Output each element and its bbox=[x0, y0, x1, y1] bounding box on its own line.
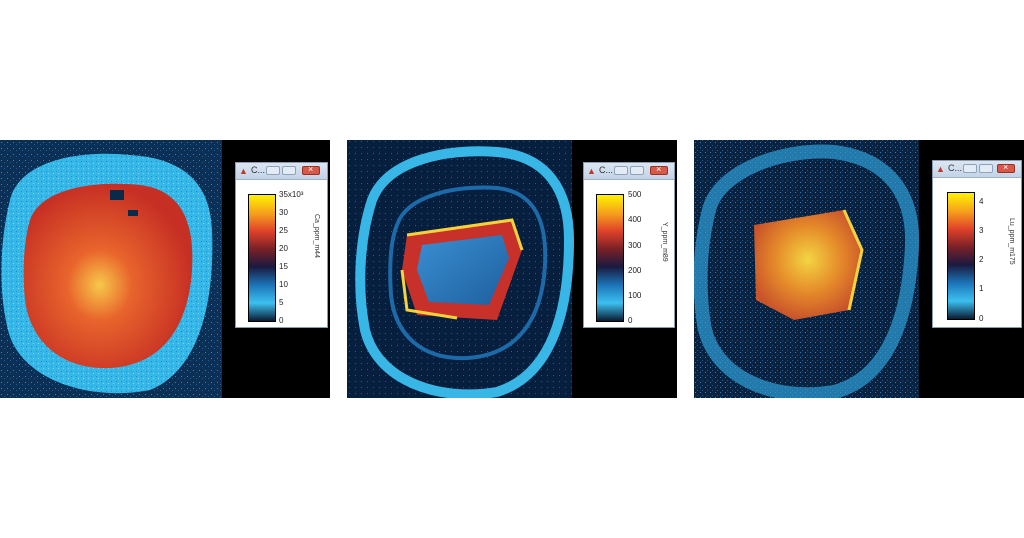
window-titlebar[interactable]: ▲ C... × bbox=[236, 163, 327, 180]
colorbar-plot: 35x10³ 30 25 20 15 10 5 0 Ca_ppm_m44 bbox=[236, 180, 327, 327]
tick-label: 30 bbox=[279, 208, 288, 217]
close-icon: × bbox=[1003, 162, 1009, 172]
maximize-button[interactable] bbox=[282, 166, 296, 175]
tick-label: 2 bbox=[979, 255, 984, 264]
window-titlebar[interactable]: ▲ C... × bbox=[584, 163, 674, 180]
y-element-map bbox=[347, 140, 677, 398]
colorbar-axis-label: Y_ppm_m89 bbox=[661, 222, 668, 262]
app-icon: ▲ bbox=[587, 166, 596, 176]
colorbar bbox=[596, 194, 624, 322]
tick-label: 200 bbox=[628, 266, 642, 275]
maximize-button[interactable] bbox=[979, 164, 993, 173]
colorbar bbox=[947, 192, 975, 320]
map-panel-y: ▲ C... × 500 400 300 200 100 0 Y_ppm_m89 bbox=[347, 140, 677, 398]
tick-label: 0 bbox=[979, 314, 984, 323]
app-icon: ▲ bbox=[239, 166, 248, 176]
minimize-button[interactable] bbox=[266, 166, 280, 175]
close-icon: × bbox=[308, 164, 314, 174]
tick-label: 300 bbox=[628, 241, 642, 250]
tick-label: 1 bbox=[979, 284, 984, 293]
close-icon: × bbox=[656, 164, 662, 174]
map-panel-ca: ▲ C... × 35x10³ 30 25 20 15 10 5 0 Ca_pp… bbox=[0, 140, 330, 398]
app-icon: ▲ bbox=[936, 164, 945, 174]
tick-label: 3 bbox=[979, 226, 984, 235]
tick-label: 100 bbox=[628, 291, 642, 300]
colorbar-window-y[interactable]: ▲ C... × 500 400 300 200 100 0 Y_ppm_m89 bbox=[583, 162, 675, 328]
close-button[interactable]: × bbox=[302, 164, 320, 175]
colorbar-plot: 4 3 2 1 0 Lu_ppm_m175 bbox=[933, 178, 1021, 327]
colorbar-axis-label: Ca_ppm_m44 bbox=[313, 214, 320, 258]
close-button[interactable]: × bbox=[650, 164, 668, 175]
tick-label: 10 bbox=[279, 280, 288, 289]
tick-label: 15 bbox=[279, 262, 288, 271]
tick-label: 35x10³ bbox=[279, 190, 304, 199]
minimize-button[interactable] bbox=[614, 166, 628, 175]
tick-label: 500 bbox=[628, 190, 642, 199]
colorbar-window-ca[interactable]: ▲ C... × 35x10³ 30 25 20 15 10 5 0 Ca_pp… bbox=[235, 162, 328, 328]
close-button[interactable]: × bbox=[997, 162, 1015, 173]
window-titlebar[interactable]: ▲ C... × bbox=[933, 161, 1021, 178]
tick-label: 0 bbox=[628, 316, 633, 325]
window-title: C... bbox=[948, 163, 963, 173]
colorbar bbox=[248, 194, 276, 322]
tick-label: 0 bbox=[279, 316, 284, 325]
map-panel-lu: ▲ C... × 4 3 2 1 0 Lu_ppm_m175 bbox=[694, 140, 1024, 398]
tick-label: 4 bbox=[979, 197, 984, 206]
window-title: C... bbox=[599, 165, 614, 175]
colorbar-window-lu[interactable]: ▲ C... × 4 3 2 1 0 Lu_ppm_m175 bbox=[932, 160, 1022, 328]
tick-label: 400 bbox=[628, 215, 642, 224]
minimize-button[interactable] bbox=[963, 164, 977, 173]
tick-label: 25 bbox=[279, 226, 288, 235]
colorbar-plot: 500 400 300 200 100 0 Y_ppm_m89 bbox=[584, 180, 674, 327]
colorbar-axis-label: Lu_ppm_m175 bbox=[1008, 218, 1015, 265]
window-title: C... bbox=[251, 165, 266, 175]
tick-label: 5 bbox=[279, 298, 284, 307]
maximize-button[interactable] bbox=[630, 166, 644, 175]
tick-label: 20 bbox=[279, 244, 288, 253]
